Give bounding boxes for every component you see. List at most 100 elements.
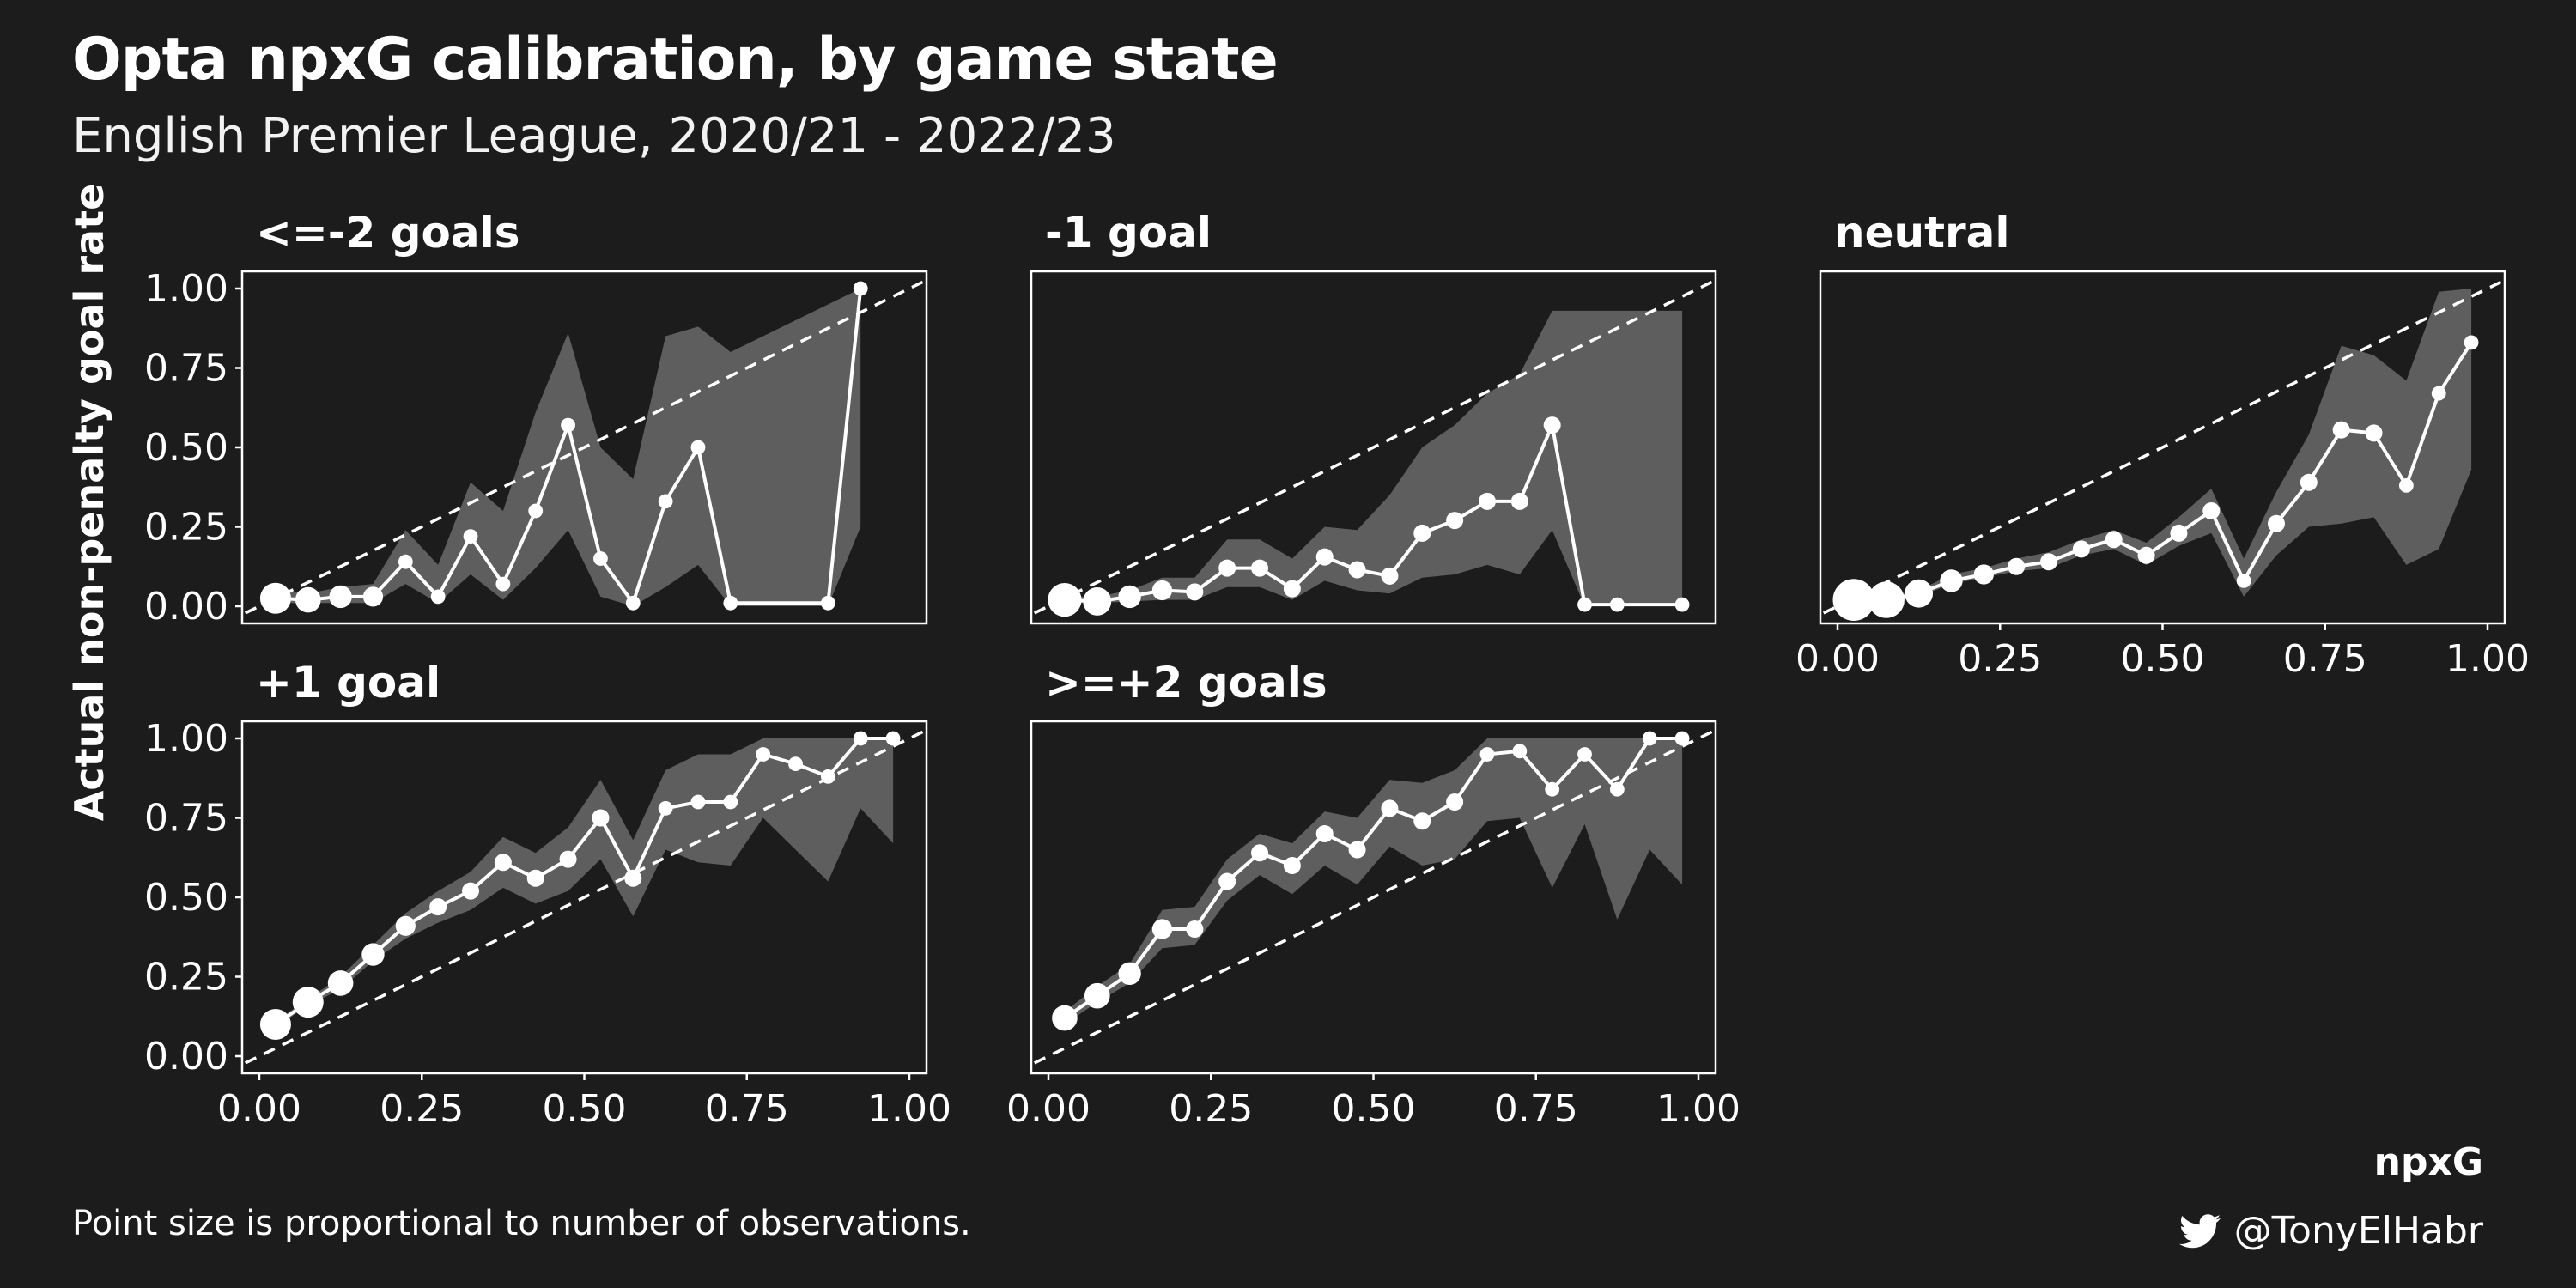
y-tick-label: 0.25 <box>144 506 228 550</box>
chart-subtitle: English Premier League, 2020/21 - 2022/2… <box>72 108 1116 164</box>
confidence-band <box>1853 289 2472 604</box>
data-point <box>723 595 738 611</box>
data-point <box>1642 731 1657 746</box>
data-point <box>1543 416 1561 434</box>
chart-title: Opta npxG calibration, by game state <box>72 26 1279 94</box>
y-tick-label: 0.75 <box>144 797 228 841</box>
data-point <box>1940 569 1963 592</box>
data-point <box>2332 421 2350 439</box>
data-point <box>1868 581 1905 618</box>
x-tick-label: 0.00 <box>217 1087 301 1131</box>
data-point <box>853 281 868 296</box>
confidence-band <box>1064 738 1683 1024</box>
data-point <box>1609 597 1625 612</box>
data-point <box>259 582 291 614</box>
data-point <box>1381 567 1399 585</box>
data-point <box>592 809 610 827</box>
data-point <box>2137 546 2155 564</box>
data-point <box>362 586 384 607</box>
data-point <box>658 801 673 816</box>
data-point <box>624 869 642 887</box>
data-point <box>1479 747 1495 762</box>
data-point <box>1348 841 1366 859</box>
data-point <box>885 731 901 746</box>
facet-title: <=-2 goals <box>256 208 520 258</box>
data-point <box>1973 564 1994 585</box>
x-tick-label: 0.50 <box>543 1087 627 1131</box>
y-axis-label: Actual non-penalty goal rate <box>66 184 112 822</box>
reference-line <box>242 278 927 617</box>
x-tick-label: 0.25 <box>1169 1087 1253 1131</box>
facet-panel-3: neutral 0.00 0.25 0.50 0.75 1.00 <box>1795 208 2530 681</box>
data-point <box>1083 587 1112 616</box>
facet-panel-1: <=-2 goals 0.00 0.25 0.50 0.75 1.00 <box>144 208 928 629</box>
data-point <box>1545 781 1560 797</box>
reference-line <box>1031 278 1716 617</box>
data-point <box>329 585 352 609</box>
data-point <box>2072 540 2090 558</box>
twitter-icon <box>2178 1213 2221 1249</box>
facet-title: -1 goal <box>1045 208 1212 258</box>
data-point <box>2236 574 2251 588</box>
data-point <box>593 551 608 566</box>
data-point <box>1348 561 1366 579</box>
data-point <box>820 769 835 784</box>
data-point <box>495 576 511 592</box>
data-point <box>1186 583 1204 601</box>
data-point <box>1151 919 1173 939</box>
data-point <box>1577 597 1592 612</box>
data-point <box>1118 585 1141 609</box>
y-tick-label: 0.25 <box>144 956 228 999</box>
data-point <box>1512 744 1528 759</box>
data-point <box>1577 747 1592 762</box>
data-point <box>2040 553 2058 571</box>
data-point <box>2105 531 2123 549</box>
data-point <box>295 586 321 613</box>
data-point <box>1283 580 1301 598</box>
y-tick-label: 0.00 <box>144 585 228 629</box>
x-axis-label-brand: npxG <box>2373 1140 2483 1184</box>
confidence-band <box>275 738 894 1028</box>
data-point <box>2267 514 2285 532</box>
author-credit[interactable]: @TonyElHabr <box>2178 1209 2483 1253</box>
x-tick-label: 0.25 <box>380 1087 464 1131</box>
data-point <box>430 589 446 605</box>
data-point <box>1674 731 1690 746</box>
data-point <box>1186 920 1204 938</box>
y-tick-label: 0.50 <box>144 426 228 470</box>
data-point <box>1315 548 1334 566</box>
data-point <box>658 494 673 509</box>
y-tick-label: 1.00 <box>144 717 228 761</box>
data-point <box>1674 597 1690 612</box>
x-tick-label: 1.00 <box>867 1087 951 1131</box>
x-tick-label: 1.00 <box>1656 1087 1741 1131</box>
data-point <box>395 915 416 936</box>
data-point <box>1052 1005 1078 1031</box>
data-point <box>2008 557 2026 575</box>
data-point <box>756 747 771 762</box>
data-point <box>1283 857 1301 874</box>
data-point <box>398 554 413 569</box>
data-point <box>561 417 575 433</box>
data-point <box>1510 492 1528 510</box>
twitter-handle[interactable]: @TonyElHabr <box>2233 1209 2483 1253</box>
data-point <box>1084 982 1110 1009</box>
facet-title: >=+2 goals <box>1045 658 1327 708</box>
data-point <box>2202 502 2221 519</box>
data-point <box>292 987 324 1018</box>
data-point <box>2431 386 2446 401</box>
data-point <box>2398 478 2414 493</box>
data-point <box>1446 512 1464 530</box>
x-tick-label: 0.75 <box>2283 637 2367 681</box>
data-point <box>788 756 803 771</box>
data-point <box>1151 580 1173 601</box>
x-tick-label: 0.25 <box>1958 637 2042 681</box>
reference-line <box>1031 728 1716 1066</box>
data-point <box>690 794 706 810</box>
data-point <box>1251 844 1269 862</box>
data-point <box>723 794 738 810</box>
x-tick-label: 0.75 <box>705 1087 789 1131</box>
facet-panel-4: +1 goal 0.00 0.25 0.50 0.75 1.00 0.00 0.25 0.50 0… <box>144 658 951 1131</box>
data-point <box>1381 799 1399 817</box>
